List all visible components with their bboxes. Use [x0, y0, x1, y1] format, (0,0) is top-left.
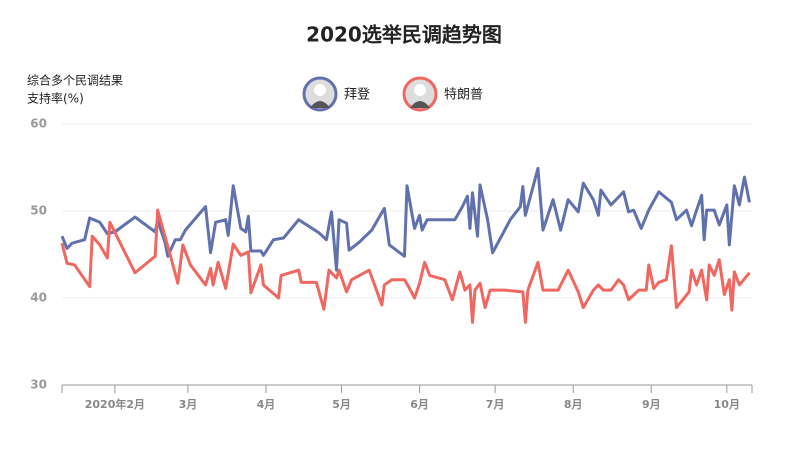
legend-avatar-head [314, 84, 326, 96]
x-tick-label: 8月 [564, 398, 583, 411]
x-tick-label: 7月 [486, 398, 505, 411]
x-tick-label: 2020年2月 [85, 397, 145, 411]
x-tick-label: 10月 [714, 398, 740, 411]
x-tick-label: 9月 [642, 398, 661, 411]
chart-title: 2020选举民调趋势图 [306, 23, 502, 47]
x-tick-label: 5月 [332, 398, 351, 411]
legend-avatar-head [414, 84, 426, 96]
legend-label: 拜登 [344, 88, 370, 103]
x-tick-label: 6月 [410, 398, 429, 411]
y-axis-label: 支持率(%) [27, 91, 84, 106]
x-tick-label: 4月 [257, 398, 276, 411]
legend-avatar-body [410, 101, 430, 108]
y-tick-label: 40 [30, 291, 47, 305]
y-tick-label: 60 [30, 117, 47, 131]
y-axis-label: 综合多个民调结果 [27, 73, 123, 88]
legend-avatar-body [310, 101, 330, 108]
y-tick-label: 30 [30, 378, 47, 392]
series-line [60, 166, 751, 272]
series-line [60, 208, 751, 324]
legend-label: 特朗普 [444, 88, 483, 103]
y-tick-label: 50 [30, 204, 47, 218]
x-tick-label: 3月 [179, 398, 198, 411]
